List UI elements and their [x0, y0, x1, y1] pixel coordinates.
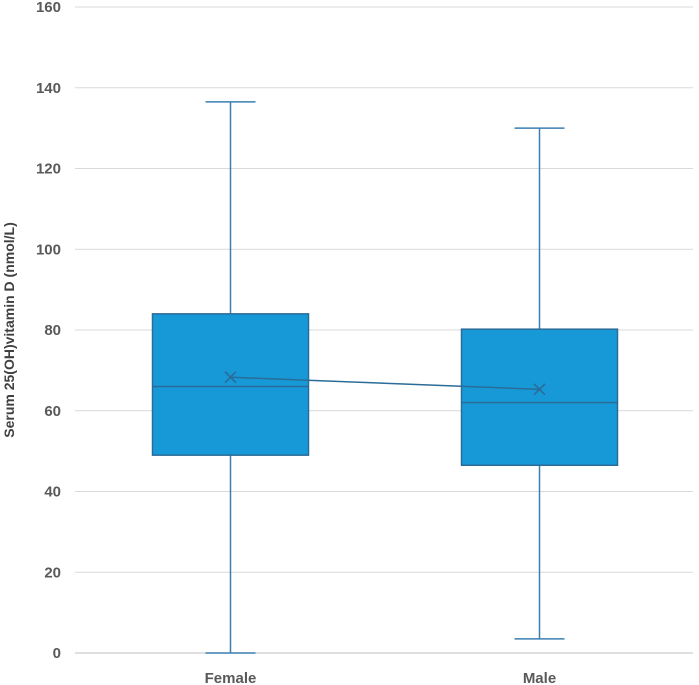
y-tick-label-40: 40 [44, 484, 61, 501]
mean-marker-male [533, 383, 546, 396]
y-tick-label-100: 100 [36, 241, 61, 258]
mean-marker-stroke-b-male [533, 383, 546, 396]
iqr-box-female [151, 313, 310, 456]
mean-marker-female [224, 371, 237, 384]
y-tick-label-20: 20 [44, 564, 61, 581]
x-tick-label-male: Male [523, 670, 556, 685]
y-tick-label-140: 140 [36, 80, 61, 97]
y-tick-label-0: 0 [53, 645, 61, 662]
box-female [151, 101, 310, 654]
iqr-box-male [460, 328, 619, 467]
y-tick-label-120: 120 [36, 161, 61, 178]
x-axis-ticks: Female Male [205, 670, 557, 685]
y-tick-label-160: 160 [36, 0, 61, 16]
y-tick-label-80: 80 [44, 322, 61, 339]
x-tick-label-female: Female [205, 670, 257, 685]
y-axis-ticks: 0 20 40 60 80 100 120 140 160 [36, 0, 61, 662]
mean-connector-line [230, 376, 540, 391]
y-axis-title: Serum 25(OH)vitamin D (nmol/L) [1, 222, 17, 437]
mean-markers [224, 371, 546, 396]
box-male [460, 127, 619, 640]
y-tick-label-60: 60 [44, 403, 61, 420]
mean-marker-stroke-b-female [224, 371, 237, 384]
boxes [151, 101, 619, 654]
